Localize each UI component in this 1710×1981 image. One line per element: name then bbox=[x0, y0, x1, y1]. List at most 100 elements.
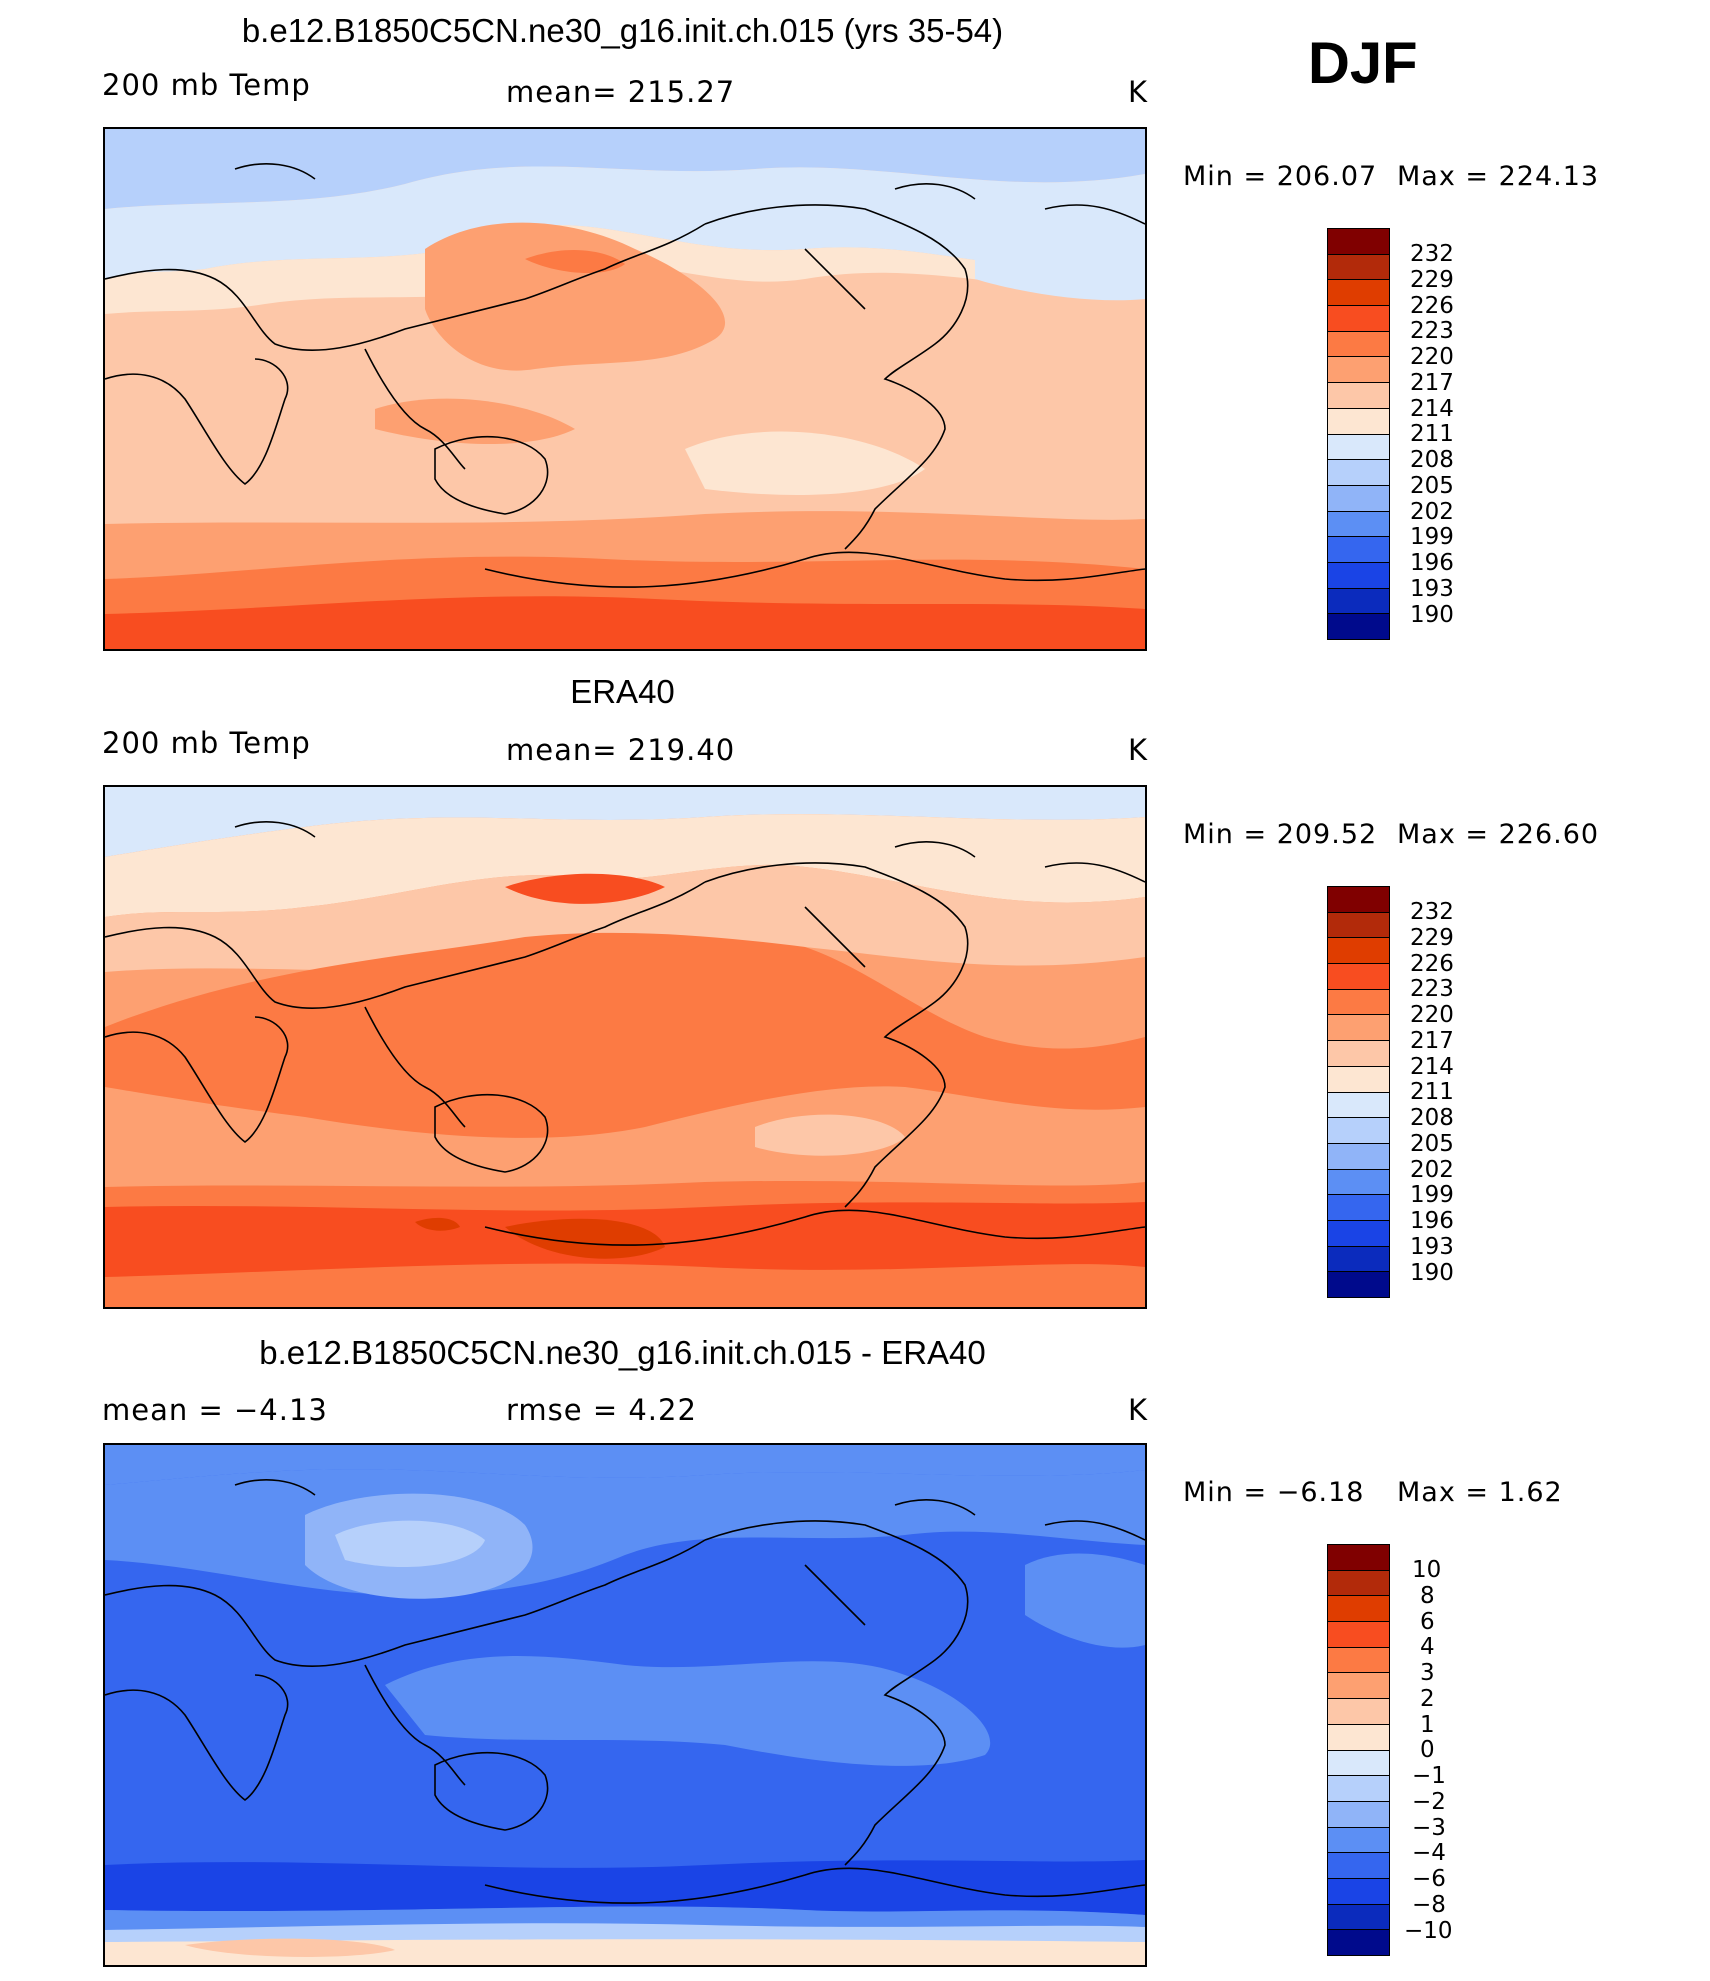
colorbar-swatch-15 bbox=[1328, 1272, 1389, 1297]
panel3-map bbox=[103, 1443, 1147, 1967]
colorbar-tick-label: 2 bbox=[1420, 1686, 1435, 1712]
field-siberia-core bbox=[335, 1520, 485, 1568]
colorbar-swatch-10 bbox=[1328, 1143, 1389, 1170]
colorbar-swatch-4 bbox=[1328, 989, 1389, 1016]
field-tropics bbox=[375, 398, 575, 444]
field-subarctic bbox=[105, 166, 1145, 279]
colorbar-swatch-1 bbox=[1328, 1570, 1389, 1597]
field-pacific-core bbox=[525, 249, 625, 274]
colorbar-tick-label: 8 bbox=[1420, 1583, 1435, 1609]
colorbar-swatch-14 bbox=[1328, 1904, 1389, 1931]
colorbar-swatch-4 bbox=[1328, 1647, 1389, 1674]
colorbar-tick-label: 202 bbox=[1410, 1157, 1454, 1183]
colorbar-tick-label: 0 bbox=[1420, 1737, 1435, 1763]
panel3-mean-label: mean = −4.13 bbox=[102, 1393, 328, 1427]
field-antarctic-edge bbox=[105, 1923, 1145, 1945]
colorbar-swatch-13 bbox=[1328, 1220, 1389, 1247]
panel3-rmse-label: rmse = 4.22 bbox=[506, 1393, 697, 1427]
colorbar-swatch-5 bbox=[1328, 357, 1389, 384]
field-subarctic bbox=[105, 814, 1145, 917]
panel3-max-label: Max = 1.62 bbox=[1397, 1477, 1563, 1508]
colorbar-swatch-9 bbox=[1328, 1776, 1389, 1802]
field-pacific-core bbox=[505, 873, 665, 904]
colorbar-tick-label: 10 bbox=[1412, 1557, 1442, 1583]
colorbar-tick-label: 220 bbox=[1410, 1002, 1454, 1028]
colorbar-tick-label: 223 bbox=[1410, 976, 1454, 1002]
colorbar-swatch-3 bbox=[1328, 1622, 1389, 1648]
colorbar-tick-label: 211 bbox=[1410, 1079, 1454, 1105]
colorbar-swatch-8 bbox=[1328, 1092, 1389, 1119]
field-arctic bbox=[105, 787, 1145, 857]
field-southern-core bbox=[505, 1218, 665, 1259]
colorbar-swatch-11 bbox=[1328, 511, 1389, 538]
colorbar-tick-label: 208 bbox=[1410, 1105, 1454, 1131]
colorbar-tick-label: 193 bbox=[1410, 576, 1454, 602]
colorbar-tick-label: 217 bbox=[1410, 1028, 1454, 1054]
field-cool-tropic bbox=[685, 431, 925, 495]
colorbar-tick-label: 193 bbox=[1410, 1234, 1454, 1260]
colorbar-tick-label: −4 bbox=[1412, 1840, 1446, 1866]
colorbar-swatch-0 bbox=[1328, 887, 1389, 913]
colorbar-swatch-2 bbox=[1328, 1596, 1389, 1623]
panel1-variable-label: 200 mb Temp bbox=[102, 68, 311, 102]
colorbar-swatch-11 bbox=[1328, 1169, 1389, 1196]
colorbar-tick-label: 190 bbox=[1410, 602, 1454, 628]
colorbar-tick-label: 214 bbox=[1410, 396, 1454, 422]
colorbar-swatch-15 bbox=[1328, 1930, 1389, 1955]
colorbar-tick-label: 229 bbox=[1410, 267, 1454, 293]
colorbar-tick-label: 202 bbox=[1410, 499, 1454, 525]
colorbar-tick-label: 223 bbox=[1410, 318, 1454, 344]
colorbar-tick-label: 190 bbox=[1410, 1260, 1454, 1286]
panel2-map bbox=[103, 785, 1147, 1309]
colorbar-tick-label: 6 bbox=[1420, 1609, 1435, 1635]
panel2-min-label: Min = 209.52 bbox=[1183, 819, 1378, 850]
coastlines bbox=[105, 821, 1145, 1246]
colorbar-tick-label: −1 bbox=[1412, 1763, 1446, 1789]
colorbar-swatch-4 bbox=[1328, 331, 1389, 358]
colorbar-tick-label: −10 bbox=[1404, 1918, 1453, 1944]
panel1-colorbar bbox=[1327, 228, 1390, 640]
panel3-colorbar bbox=[1327, 1544, 1390, 1956]
colorbar-swatch-12 bbox=[1328, 537, 1389, 563]
field-arctic bbox=[105, 1445, 1145, 1485]
colorbar-tick-label: 208 bbox=[1410, 447, 1454, 473]
field-antarctic-warm bbox=[185, 1938, 395, 1957]
colorbar-swatch-14 bbox=[1328, 1246, 1389, 1273]
field-southern-band bbox=[105, 1860, 1145, 1915]
panel1-mean-label: mean= 215.27 bbox=[506, 75, 736, 109]
colorbar-tick-label: 214 bbox=[1410, 1054, 1454, 1080]
colorbar-tick-label: 1 bbox=[1420, 1712, 1435, 1738]
colorbar-tick-label: 226 bbox=[1410, 293, 1454, 319]
colorbar-tick-label: −8 bbox=[1412, 1892, 1446, 1918]
colorbar-swatch-7 bbox=[1328, 1066, 1389, 1093]
panel3-units: K bbox=[1128, 1393, 1149, 1427]
colorbar-tick-label: 205 bbox=[1410, 1131, 1454, 1157]
colorbar-tick-label: −2 bbox=[1412, 1789, 1446, 1815]
colorbar-swatch-7 bbox=[1328, 1724, 1389, 1751]
colorbar-tick-label: 3 bbox=[1420, 1660, 1435, 1686]
colorbar-swatch-12 bbox=[1328, 1853, 1389, 1879]
panel2-units: K bbox=[1128, 733, 1149, 767]
field-east-spot bbox=[745, 917, 815, 943]
colorbar-swatch-13 bbox=[1328, 562, 1389, 589]
coastlines bbox=[105, 1479, 1145, 1904]
panel2-title: ERA40 bbox=[570, 673, 675, 710]
colorbar-tick-label: −3 bbox=[1412, 1815, 1446, 1841]
colorbar-tick-label: 211 bbox=[1410, 421, 1454, 447]
field-ne-atlantic bbox=[975, 233, 1145, 301]
colorbar-tick-label: 226 bbox=[1410, 951, 1454, 977]
colorbar-swatch-14 bbox=[1328, 588, 1389, 615]
colorbar-swatch-12 bbox=[1328, 1195, 1389, 1221]
colorbar-swatch-3 bbox=[1328, 964, 1389, 990]
colorbar-tick-label: 229 bbox=[1410, 925, 1454, 951]
field-east-band bbox=[1025, 1553, 1145, 1648]
panel3-title: b.e12.B1850C5CN.ne30_g16.init.ch.015 - E… bbox=[259, 1334, 986, 1371]
panel2-variable-label: 200 mb Temp bbox=[102, 726, 311, 760]
field-tropical-band bbox=[385, 1656, 991, 1766]
colorbar-swatch-10 bbox=[1328, 1801, 1389, 1828]
colorbar-swatch-0 bbox=[1328, 229, 1389, 255]
colorbar-tick-label: 217 bbox=[1410, 370, 1454, 396]
colorbar-swatch-1 bbox=[1328, 254, 1389, 281]
colorbar-tick-label: 196 bbox=[1410, 1208, 1454, 1234]
panel2-colorbar bbox=[1327, 886, 1390, 1298]
